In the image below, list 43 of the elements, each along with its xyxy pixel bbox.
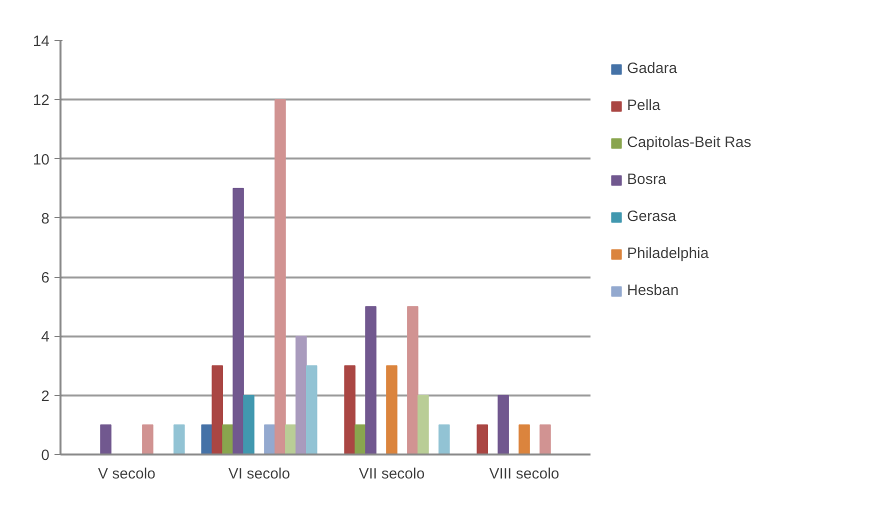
legend-label: Capitolas-Beit Ras <box>627 134 752 151</box>
bar <box>201 424 212 454</box>
bar <box>243 394 254 454</box>
bar <box>344 365 356 454</box>
bar <box>285 424 296 454</box>
y-tick-label: 12 <box>32 92 50 110</box>
x-tick-label: V secolo <box>98 466 156 482</box>
bar <box>100 424 112 454</box>
bar <box>386 365 398 454</box>
legend-label: Hesban <box>627 282 679 299</box>
y-tick-label: 8 <box>41 210 50 228</box>
bar <box>418 394 429 454</box>
y-tick-label: 4 <box>41 328 50 346</box>
legend-label: Gerasa <box>627 208 676 225</box>
bar <box>438 424 450 454</box>
bar <box>264 424 276 454</box>
bar <box>142 424 154 454</box>
bar <box>274 99 286 454</box>
bar <box>354 424 366 454</box>
bar <box>296 336 307 454</box>
y-tick-label: 6 <box>41 270 50 287</box>
y-tick-label: 14 <box>32 33 50 50</box>
bar <box>174 424 185 454</box>
y-tick-label: 10 <box>32 151 50 168</box>
bar <box>407 306 418 454</box>
legend-label: Bosra <box>627 171 666 188</box>
legend-label: Gadara <box>627 60 678 77</box>
x-tick-label: VII secolo <box>358 466 425 482</box>
bar <box>540 424 551 454</box>
y-tick-label: 2 <box>41 388 50 405</box>
bar <box>212 365 223 454</box>
bar <box>476 424 488 454</box>
bar <box>365 306 376 454</box>
legend-label: Pella <box>627 97 660 114</box>
bar <box>222 424 234 454</box>
bar <box>306 365 318 454</box>
x-tick-label: VIII secolo <box>489 466 560 482</box>
bar <box>232 188 244 454</box>
bar <box>498 394 509 454</box>
legend-label: Philadelphia <box>627 245 709 262</box>
bar <box>518 424 530 454</box>
y-tick-label: 0 <box>41 447 50 464</box>
x-tick-label: VI secolo <box>228 466 290 482</box>
